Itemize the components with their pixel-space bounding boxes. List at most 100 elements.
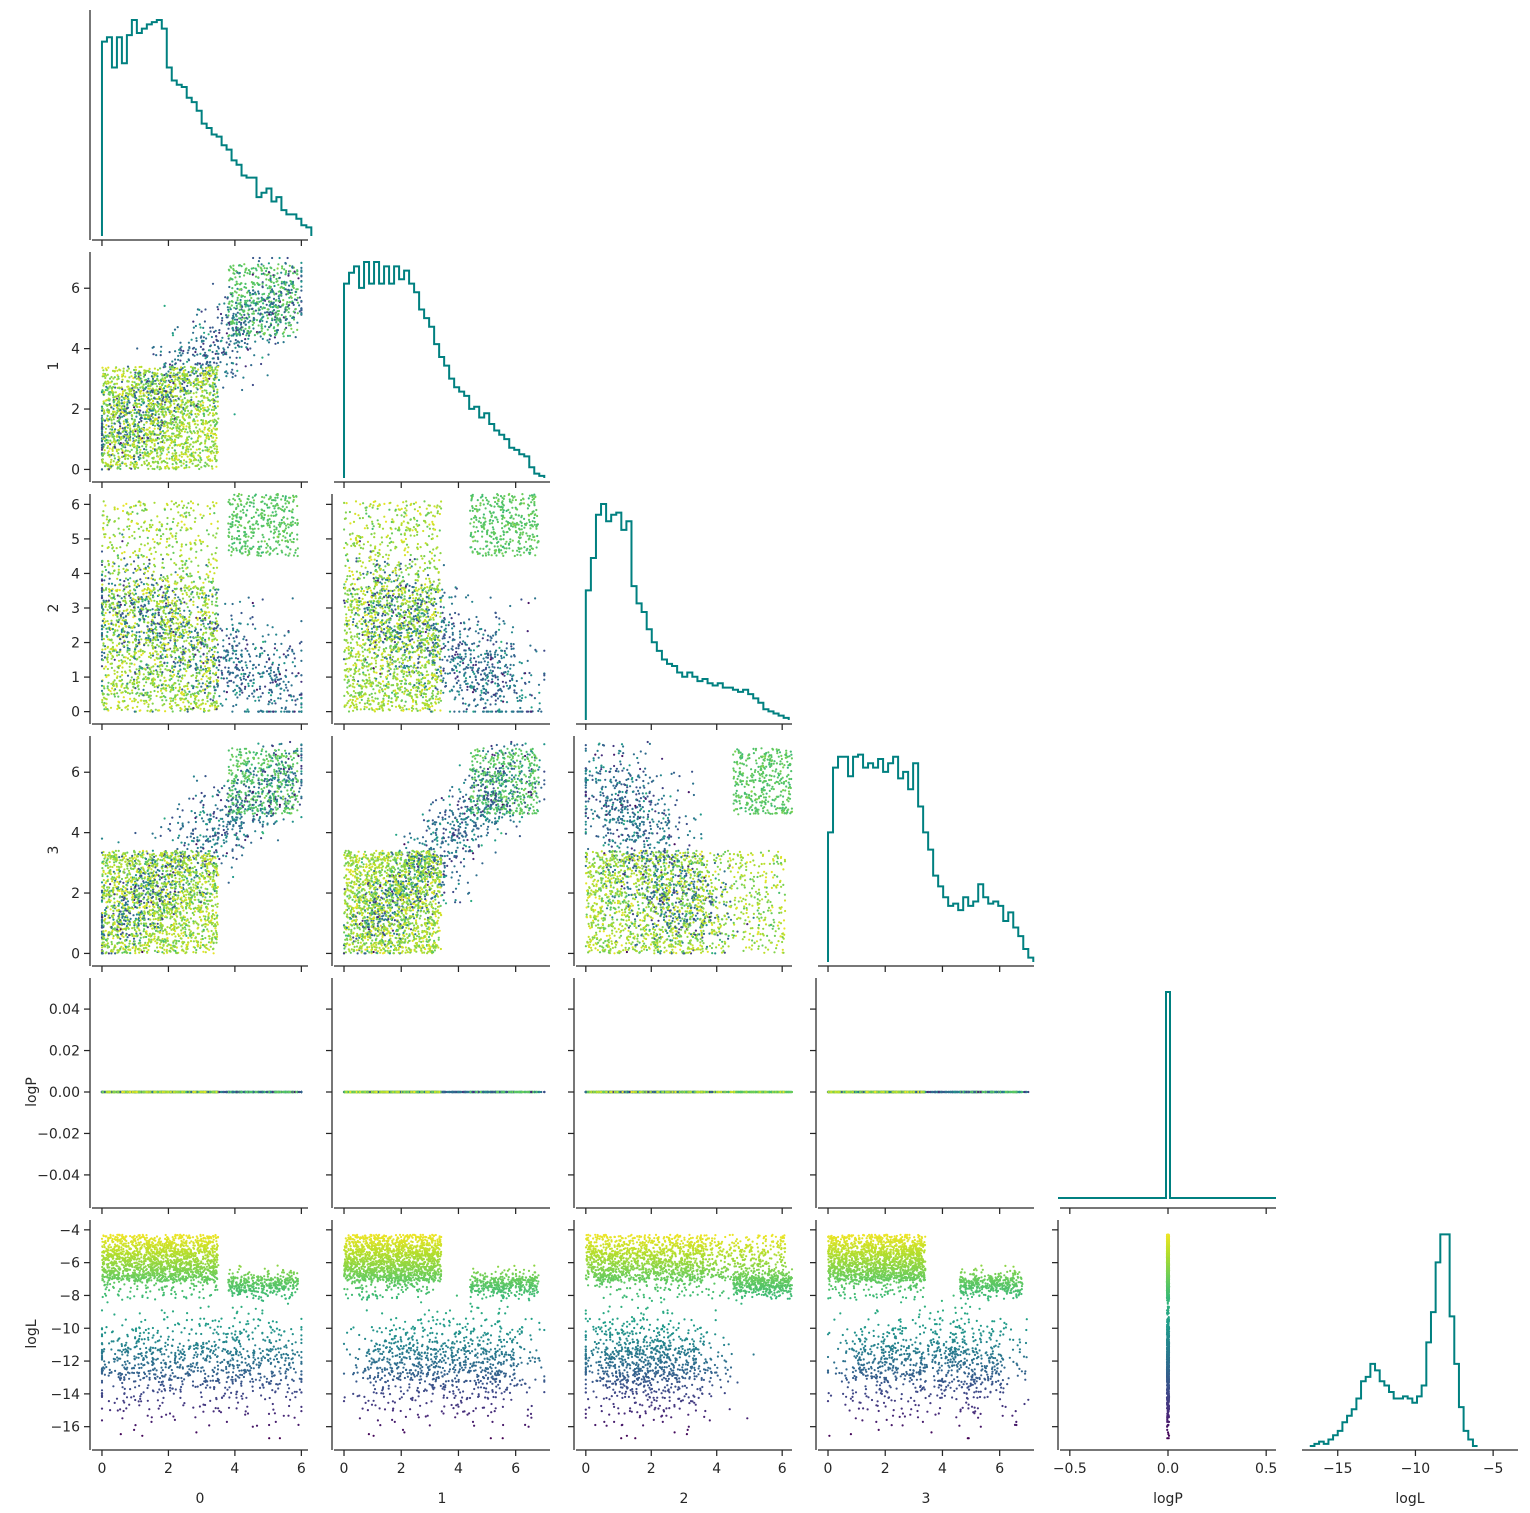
scatter-point xyxy=(267,354,269,356)
scatter-point xyxy=(155,411,157,413)
scatter-point xyxy=(147,383,149,385)
scatter-point xyxy=(221,317,223,319)
scatter-point xyxy=(106,405,108,407)
scatter-point xyxy=(283,341,285,343)
scatter-point xyxy=(194,413,196,415)
scatter-point xyxy=(177,437,179,439)
scatter-point xyxy=(103,412,105,414)
scatter-point xyxy=(295,336,297,338)
scatter-point xyxy=(136,347,138,349)
scatter-point xyxy=(196,449,198,451)
scatter-point xyxy=(211,465,213,467)
scatter-point xyxy=(179,432,181,434)
scatter-point xyxy=(241,306,243,308)
scatter-point xyxy=(136,464,138,466)
scatter-point xyxy=(245,306,247,308)
scatter-point xyxy=(245,334,247,336)
scatter-point xyxy=(261,293,263,295)
scatter-point xyxy=(107,452,109,454)
scatter-point xyxy=(108,468,110,470)
scatter-point xyxy=(191,413,193,415)
scatter-point xyxy=(231,295,233,297)
scatter-point xyxy=(179,375,181,377)
scatter-point xyxy=(139,454,141,456)
scatter-point xyxy=(182,352,184,354)
scatter-point xyxy=(179,382,181,384)
scatter-point xyxy=(232,315,234,317)
scatter-point xyxy=(119,402,121,404)
scatter-point xyxy=(266,339,268,341)
scatter-point xyxy=(283,281,285,283)
scatter-point xyxy=(269,305,271,307)
scatter-point xyxy=(291,317,293,319)
scatter-point xyxy=(172,466,174,468)
scatter-point xyxy=(197,437,199,439)
scatter-point xyxy=(275,332,277,334)
scatter-point xyxy=(275,314,277,316)
scatter-point xyxy=(109,432,111,434)
scatter-point xyxy=(203,465,205,467)
scatter-point xyxy=(110,418,112,420)
scatter-point xyxy=(157,427,159,429)
scatter-point xyxy=(249,347,251,349)
scatter-point xyxy=(166,462,168,464)
scatter-point xyxy=(256,302,258,304)
scatter-point xyxy=(159,404,161,406)
scatter-point xyxy=(252,289,254,291)
scatter-point xyxy=(138,456,140,458)
scatter-point xyxy=(206,447,208,449)
scatter-point xyxy=(159,399,161,401)
scatter-point xyxy=(268,279,270,281)
scatter-point xyxy=(173,415,175,417)
scatter-point xyxy=(163,425,165,427)
scatter-point xyxy=(250,364,252,366)
scatter-point xyxy=(267,287,269,289)
scatter-point xyxy=(209,412,211,414)
scatter-point xyxy=(200,457,202,459)
scatter-point xyxy=(184,389,186,391)
scatter-point xyxy=(231,369,233,371)
scatter-point xyxy=(147,378,149,380)
scatter-point xyxy=(243,263,245,265)
scatter-point xyxy=(169,413,171,415)
scatter-point xyxy=(274,336,276,338)
scatter-point xyxy=(119,463,121,465)
scatter-point xyxy=(174,358,176,360)
scatter-point xyxy=(297,277,299,279)
scatter-point xyxy=(215,353,217,355)
scatter-point xyxy=(231,350,233,352)
scatter-point xyxy=(160,427,162,429)
scatter-point xyxy=(152,407,154,409)
scatter-point xyxy=(257,265,259,267)
scatter-point xyxy=(195,337,197,339)
scatter-point xyxy=(163,406,165,408)
scatter-point xyxy=(183,394,185,396)
scatter-point xyxy=(208,378,210,380)
scatter-point xyxy=(269,266,271,268)
scatter-point xyxy=(278,300,280,302)
scatter-point xyxy=(198,309,200,311)
scatter-point xyxy=(159,382,161,384)
scatter-point xyxy=(145,370,147,372)
scatter-point xyxy=(206,463,208,465)
scatter-point xyxy=(209,349,211,351)
scatter-point xyxy=(179,360,181,362)
scatter-point xyxy=(210,424,212,426)
scatter-point xyxy=(216,389,218,391)
scatter-point xyxy=(157,447,159,449)
scatter-point xyxy=(130,371,132,373)
scatter-point xyxy=(207,380,209,382)
scatter-point xyxy=(186,445,188,447)
scatter-point xyxy=(286,318,288,320)
scatter-point xyxy=(135,416,137,418)
scatter-point xyxy=(211,336,213,338)
scatter-point xyxy=(161,399,163,401)
scatter-point xyxy=(188,422,190,424)
scatter-point xyxy=(110,461,112,463)
scatter-point xyxy=(149,436,151,438)
scatter-point xyxy=(142,457,144,459)
scatter-point xyxy=(111,432,113,434)
scatter-point xyxy=(270,335,272,337)
scatter-point xyxy=(180,400,182,402)
scatter-point xyxy=(143,373,145,375)
